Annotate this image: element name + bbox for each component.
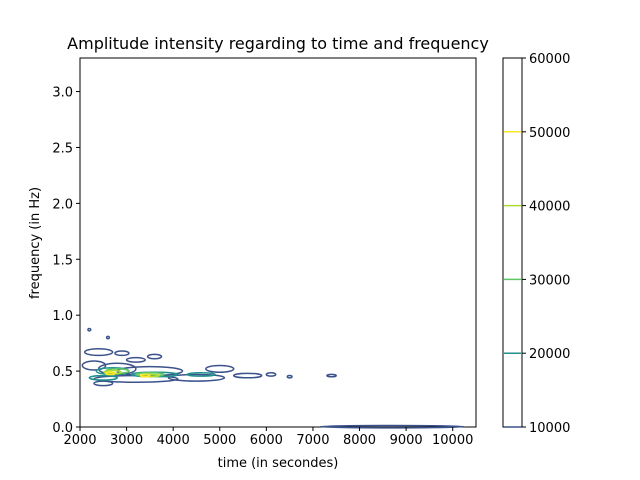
y-axis-ticks: 0.0 0.5 1.0 1.5 2.0 2.5 3.0 xyxy=(52,86,80,436)
x-tick-label-3: 5000 xyxy=(203,433,236,448)
colorbar: 10000 20000 30000 40000 50000 60000 xyxy=(502,52,570,436)
chart-title: Amplitude intensity regarding to time an… xyxy=(67,34,489,53)
plot-area: 2000 3000 4000 5000 6000 7000 8000 9000 10000 0.… xyxy=(52,57,477,448)
y-tick-label-4: 2.0 xyxy=(52,197,73,212)
y-tick-label-5: 2.5 xyxy=(52,141,73,156)
colorbar-tick-label-3: 40000 xyxy=(529,200,570,215)
contour-10000-blob-8 xyxy=(114,350,130,357)
x-tick-label-1: 3000 xyxy=(110,433,143,448)
contour-10000-blob-15 xyxy=(87,327,92,332)
y-tick-label-3: 1.5 xyxy=(52,253,73,268)
x-axis-label: time (in secondes) xyxy=(218,456,339,471)
contour-10000-blob-0 xyxy=(81,360,107,371)
contour-20000-blob-2 xyxy=(88,374,119,381)
colorbar-tick-label-2: 30000 xyxy=(529,273,570,288)
x-tick-label-0: 2000 xyxy=(63,433,96,448)
contour-10000-blob-12 xyxy=(265,372,277,377)
contour-50000-blob-0 xyxy=(104,371,116,376)
contour-10000-blob-16 xyxy=(105,335,111,340)
contour-10000-blob-13 xyxy=(286,374,293,379)
contour-10000-blob-4 xyxy=(167,373,226,382)
colorbar-tick-label-0: 10000 xyxy=(529,421,570,436)
contour-20000-blob-3 xyxy=(186,372,216,377)
colorbar-tick-label-4: 50000 xyxy=(529,126,570,141)
colorbar-levels: 10000 20000 30000 40000 50000 60000 xyxy=(504,52,570,436)
colorbar-tick-label-5: 60000 xyxy=(529,52,570,67)
contour-layer xyxy=(81,327,466,429)
x-tick-label-7: 9000 xyxy=(390,433,423,448)
contour-10000-blob-7 xyxy=(83,347,114,357)
plot-frame xyxy=(79,57,477,428)
y-tick-label-0: 0.0 xyxy=(52,421,73,436)
y-tick-label-1: 0.5 xyxy=(52,365,73,380)
contour-50000-blob-1 xyxy=(139,373,151,378)
x-tick-label-4: 6000 xyxy=(250,433,283,448)
contour-10000-blob-6 xyxy=(232,372,263,379)
contour-10000-blob-14 xyxy=(326,373,337,378)
y-tick-label-6: 3.0 xyxy=(52,86,73,101)
x-tick-label-8: 10000 xyxy=(432,433,473,448)
x-tick-label-2: 4000 xyxy=(157,433,190,448)
contour-10000-blob-10 xyxy=(146,353,163,360)
x-tick-label-5: 7000 xyxy=(296,433,329,448)
contour-10000-blob-11 xyxy=(93,380,114,387)
x-tick-label-6: 8000 xyxy=(343,433,376,448)
contour-10000-blob-9 xyxy=(125,356,146,363)
colorbar-frame xyxy=(502,57,523,428)
colorbar-tick-label-1: 20000 xyxy=(529,347,570,362)
x-axis-ticks: 2000 3000 4000 5000 6000 7000 8000 9000 10000 xyxy=(63,427,473,448)
contour-10000-blob-5 xyxy=(205,364,235,373)
y-tick-label-2: 1.0 xyxy=(52,309,73,324)
contour-10000-blob-17 xyxy=(319,424,466,429)
y-axis-label: frequency (in Hz) xyxy=(28,187,43,299)
